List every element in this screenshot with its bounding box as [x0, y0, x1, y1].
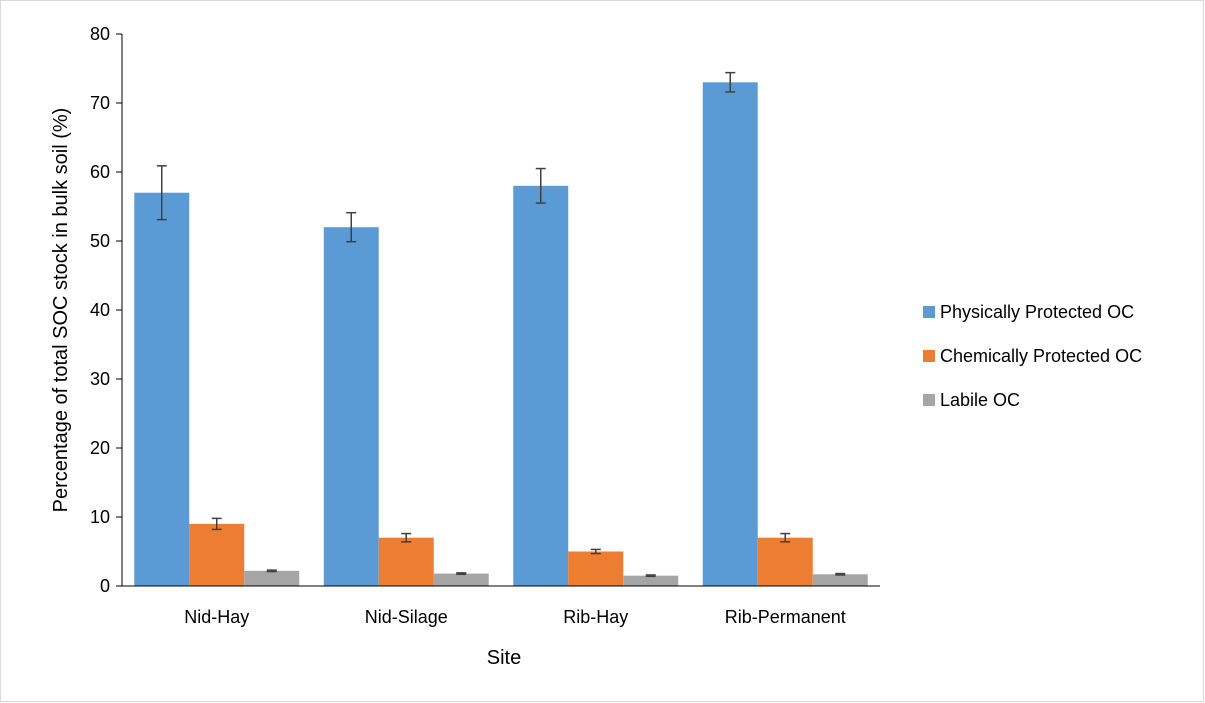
bar-physically-protected-oc-0: [134, 192, 190, 586]
y-tick-label: 40: [90, 300, 110, 320]
x-axis-categories: Nid-Hay Nid-Silage Rib-Hay Rib-Permanent: [184, 607, 846, 627]
bar-chemically-protected-oc-3: [757, 537, 813, 586]
error-bar: [590, 548, 601, 555]
bar-physically-protected-oc-2: [513, 185, 569, 587]
x-category-label: Nid-Silage: [365, 607, 448, 627]
x-category-label: Nid-Hay: [184, 607, 249, 627]
bar-labile-oc-1: [433, 573, 489, 586]
bar-chemically-protected-oc-1: [378, 537, 434, 586]
legend-swatch: [923, 350, 935, 362]
axes: [121, 34, 880, 587]
y-axis-title: Percentage of total SOC stock in bulk so…: [50, 108, 72, 513]
y-tick-label: 50: [90, 231, 110, 251]
legend-swatch: [923, 394, 935, 406]
bar-physically-protected-oc-1: [323, 227, 379, 586]
bar-labile-oc-2: [623, 575, 679, 586]
error-bar: [780, 532, 791, 543]
bar-labile-oc-3: [812, 574, 868, 586]
legend-label: Labile OC: [940, 390, 1020, 410]
error-bar: [835, 572, 846, 576]
y-tick-label: 60: [90, 162, 110, 182]
error-bar: [535, 167, 546, 204]
y-tick-label: 10: [90, 507, 110, 527]
error-bar: [266, 569, 277, 573]
x-category-label: Rib-Hay: [563, 607, 628, 627]
error-bar: [456, 572, 467, 576]
y-tick-label: 0: [100, 576, 110, 596]
error-bar: [725, 71, 736, 93]
y-tick-label: 80: [90, 24, 110, 44]
error-bars: [156, 71, 846, 578]
y-tick-label: 20: [90, 438, 110, 458]
error-bar: [211, 517, 222, 531]
bar-physically-protected-oc-3: [702, 82, 758, 587]
x-category-label: Rib-Permanent: [725, 607, 846, 627]
legend: Physically Protected OC Chemically Protec…: [923, 302, 1142, 410]
error-bar: [401, 532, 412, 543]
bars: [134, 82, 868, 587]
error-bar: [645, 574, 656, 578]
legend-swatch: [923, 306, 935, 318]
y-tick-label: 30: [90, 369, 110, 389]
bar-chemically-protected-oc-2: [568, 551, 624, 586]
legend-label: Chemically Protected OC: [940, 346, 1142, 366]
error-bar: [346, 211, 357, 243]
legend-label: Physically Protected OC: [940, 302, 1134, 322]
bar-labile-oc-0: [244, 570, 300, 586]
x-axis-title: Site: [487, 647, 521, 669]
error-bar: [156, 165, 167, 221]
bar-chemically-protected-oc-0: [189, 523, 245, 586]
y-axis-ticks: 0 10 20 30 40 50 60 70 80: [90, 24, 122, 596]
y-tick-label: 70: [90, 93, 110, 113]
